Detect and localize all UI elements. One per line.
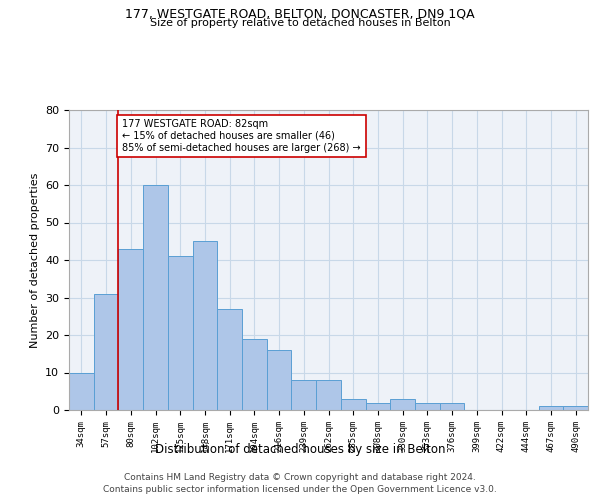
Bar [69, 372, 94, 410]
Text: Contains HM Land Registry data © Crown copyright and database right 2024.: Contains HM Land Registry data © Crown c… [124, 472, 476, 482]
Text: Distribution of detached houses by size in Belton: Distribution of detached houses by size … [155, 442, 445, 456]
Bar [415, 402, 440, 410]
Bar [341, 399, 365, 410]
Bar [242, 339, 267, 410]
Bar [316, 380, 341, 410]
Bar [143, 185, 168, 410]
Bar [365, 402, 390, 410]
Text: Contains public sector information licensed under the Open Government Licence v3: Contains public sector information licen… [103, 485, 497, 494]
Bar [217, 308, 242, 410]
Y-axis label: Number of detached properties: Number of detached properties [29, 172, 40, 348]
Bar [390, 399, 415, 410]
Bar [193, 242, 217, 410]
Text: Size of property relative to detached houses in Belton: Size of property relative to detached ho… [149, 18, 451, 28]
Bar [563, 406, 588, 410]
Bar [118, 248, 143, 410]
Bar [539, 406, 563, 410]
Text: 177, WESTGATE ROAD, BELTON, DONCASTER, DN9 1QA: 177, WESTGATE ROAD, BELTON, DONCASTER, D… [125, 8, 475, 20]
Bar [94, 294, 118, 410]
Bar [292, 380, 316, 410]
Bar [168, 256, 193, 410]
Bar [267, 350, 292, 410]
Bar [440, 402, 464, 410]
Text: 177 WESTGATE ROAD: 82sqm
← 15% of detached houses are smaller (46)
85% of semi-d: 177 WESTGATE ROAD: 82sqm ← 15% of detach… [122, 120, 361, 152]
